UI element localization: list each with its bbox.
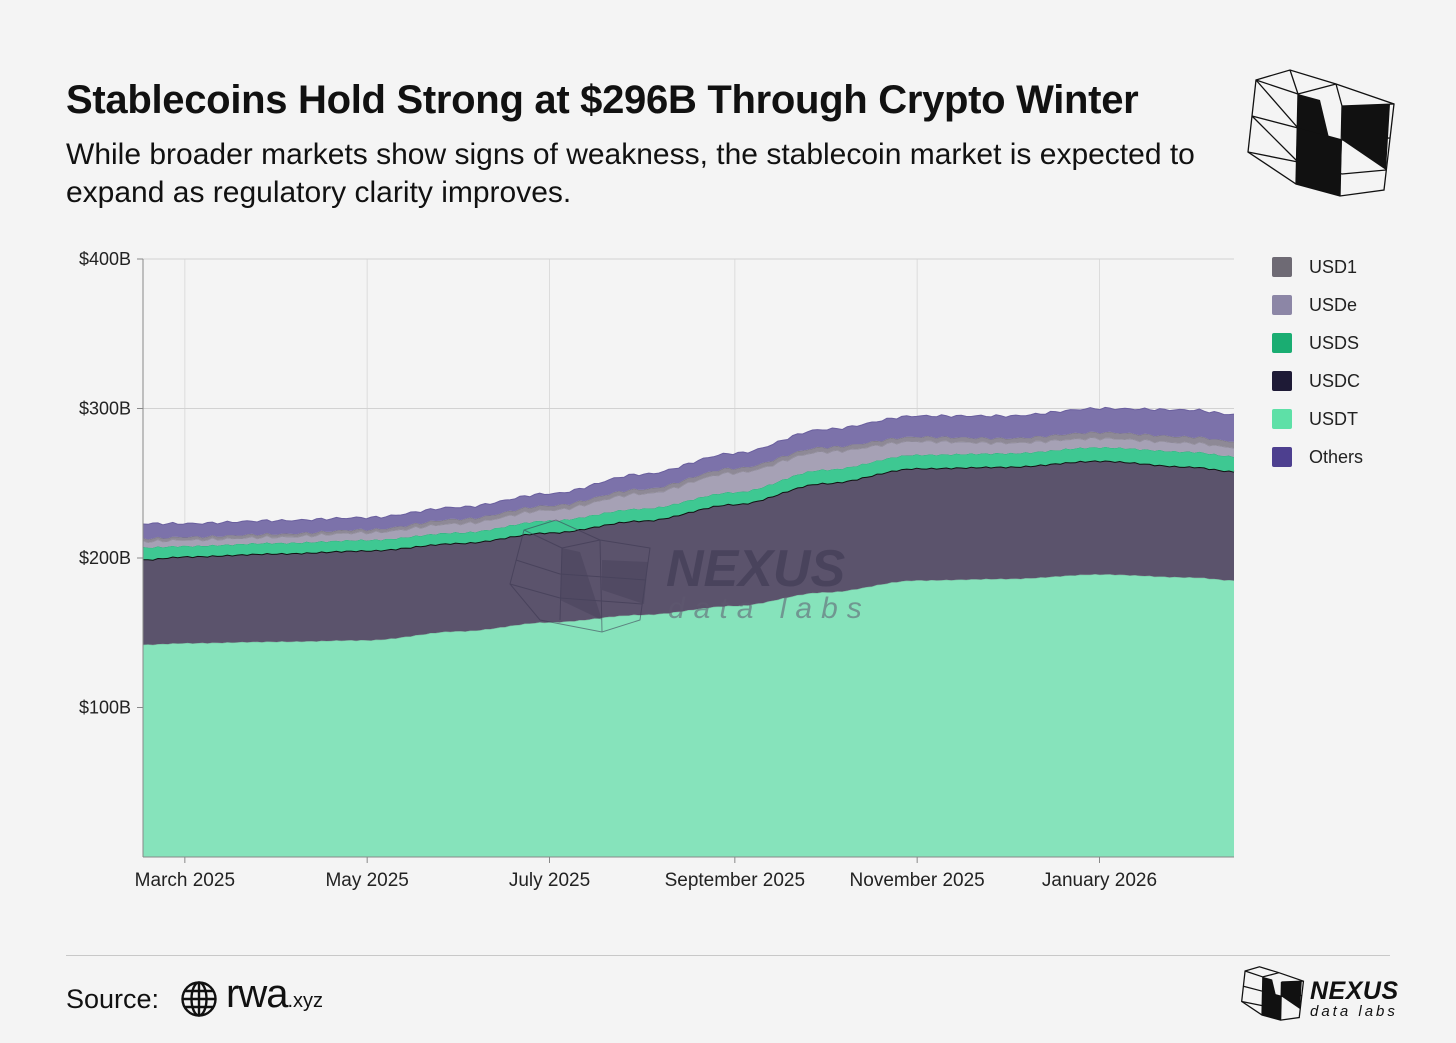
- axes: $100B $200B $300B $400B March 2025 May 2025 Ju…: [79, 249, 1234, 891]
- area-others: [143, 407, 1234, 540]
- legend-label: USD1: [1309, 256, 1358, 277]
- source-suffix: .xyz: [287, 990, 324, 1012]
- legend-swatch-usde: [1272, 295, 1292, 315]
- area-usds: [143, 446, 1234, 560]
- footer-brand: NEXUS data labs: [1310, 978, 1399, 1020]
- footer-divider: [66, 955, 1390, 956]
- x-tick-label: January 2026: [1042, 870, 1157, 891]
- nexus-cube-logo-icon: [1247, 69, 1395, 197]
- footer-brand-sub: data labs: [1310, 1003, 1398, 1020]
- legend-label: Others: [1309, 446, 1364, 467]
- x-tick-label: March 2025: [135, 870, 235, 891]
- area-usdt: [143, 574, 1234, 857]
- watermark-name: NEXUS: [666, 540, 845, 598]
- line-others: [142, 406, 1235, 526]
- legend-item-usdt[interactable]: USDT: [1272, 400, 1363, 438]
- area-usde: [143, 437, 1234, 548]
- legend-label: USDT: [1309, 408, 1358, 429]
- stacked-area-chart: NEXUS data labs $100B $200B $300B $400B Marc…: [79, 249, 1235, 891]
- legend-label: USDS: [1309, 332, 1360, 353]
- y-tick-label: $400B: [79, 249, 131, 269]
- footer-brand-name: NEXUS: [1310, 977, 1399, 1005]
- legend-swatch-usdc: [1272, 371, 1292, 391]
- legend: USD1 USDe USDS USDC USDT Others: [1272, 248, 1363, 476]
- legend-swatch-others: [1272, 447, 1292, 467]
- source-label: Source:: [66, 984, 160, 1014]
- watermark-sub: data labs: [668, 592, 871, 625]
- legend-item-usds[interactable]: USDS: [1272, 324, 1363, 362]
- y-tick-label: $200B: [79, 548, 131, 568]
- source-name: rwa: [226, 972, 288, 1016]
- y-tick-label: $300B: [79, 399, 131, 419]
- legend-item-others[interactable]: Others: [1272, 438, 1363, 476]
- area-usdc: [143, 460, 1234, 645]
- x-tick-label: November 2025: [850, 870, 985, 891]
- x-tick-label: July 2025: [509, 870, 590, 891]
- source-link[interactable]: rwa.xyz: [226, 972, 323, 1017]
- globe-icon: [181, 981, 217, 1017]
- y-tick-label: $100B: [79, 698, 131, 718]
- legend-label: USDC: [1309, 370, 1361, 391]
- chart-title: Stablecoins Hold Strong at $296B Through…: [66, 78, 1139, 122]
- chart-subtitle: While broader markets show signs of weak…: [66, 138, 1195, 209]
- legend-swatch-usdt: [1272, 409, 1292, 429]
- x-tick-label: September 2025: [665, 870, 806, 891]
- legend-swatch-usd1: [1272, 257, 1292, 277]
- series-areas: [142, 406, 1235, 857]
- legend-swatch-usds: [1272, 333, 1292, 353]
- legend-item-usde[interactable]: USDe: [1272, 286, 1363, 324]
- watermark: NEXUS data labs: [509, 519, 871, 633]
- legend-item-usdc[interactable]: USDC: [1272, 362, 1363, 400]
- x-tick-label: May 2025: [325, 870, 408, 891]
- legend-item-usd1[interactable]: USD1: [1272, 248, 1363, 286]
- nexus-cube-logo-icon: [1241, 966, 1305, 1021]
- legend-label: USDe: [1309, 294, 1358, 315]
